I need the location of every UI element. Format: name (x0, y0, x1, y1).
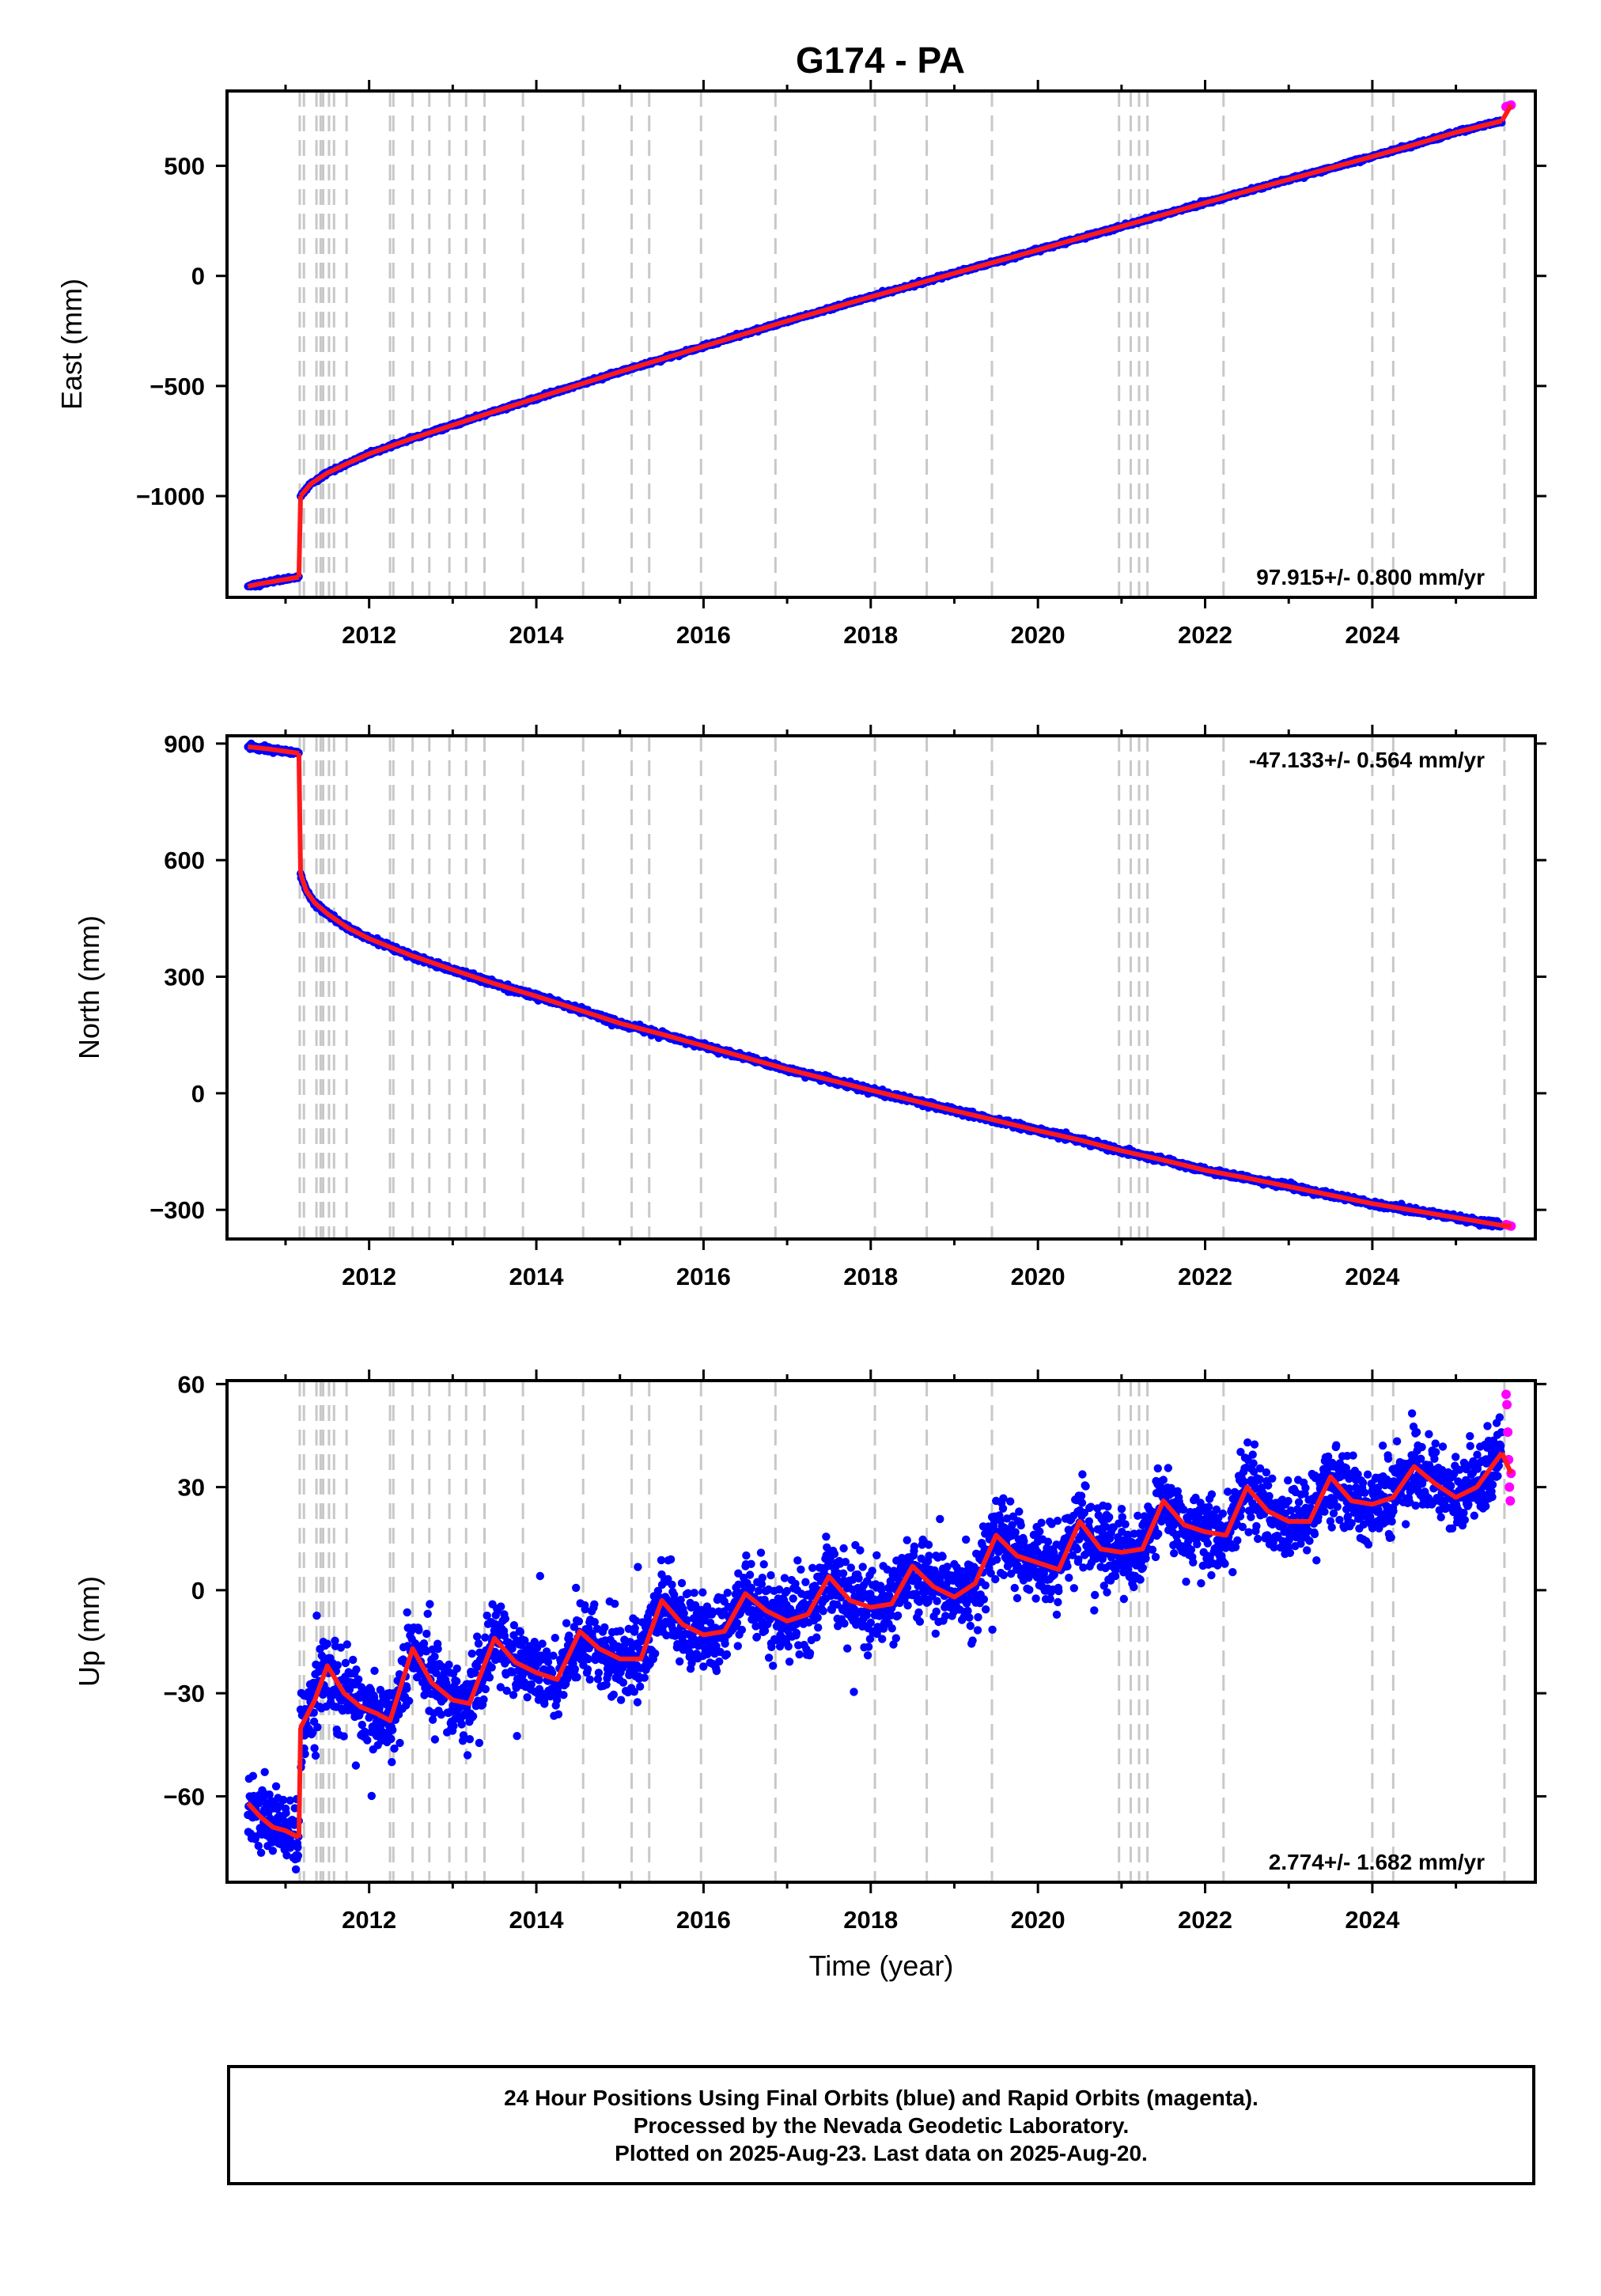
y-axis-label: East (mm) (55, 278, 88, 410)
plot-frame (225, 89, 1537, 599)
model-tail (1500, 104, 1513, 123)
north-panel: 2012 2014 2016 2018 2020 2022 2024−30003006009… (73, 725, 1546, 1290)
east-panel: 2012 2014 2016 2018 2020 2022 2024 −1000 −500 0 50… (55, 80, 1546, 649)
rate-label: 97.915+/- 0.800 mm/yr (1256, 565, 1485, 589)
model-line (298, 118, 1503, 498)
model-line (247, 574, 300, 589)
x-tick-label: 2022 (1178, 621, 1232, 649)
y-tick-label: −1000 (136, 483, 205, 510)
x-tick-label: 2018 (843, 621, 898, 649)
x-tick-label: 2020 (1011, 621, 1065, 649)
y-tick-label: −500 (150, 373, 205, 400)
x-tick-label: 2016 (676, 621, 731, 649)
plot-area (244, 736, 1516, 1239)
y-tick-label: 0 (191, 263, 205, 290)
x-tick-label: 2012 (342, 621, 396, 649)
x-tick-label: 2014 (509, 621, 565, 649)
model-step (296, 495, 304, 578)
plot-area (244, 91, 1516, 597)
figure-title: G174 - PA (796, 40, 965, 81)
y-tick-label: 500 (164, 153, 205, 180)
x-tick-label: 2024 (1345, 621, 1400, 649)
